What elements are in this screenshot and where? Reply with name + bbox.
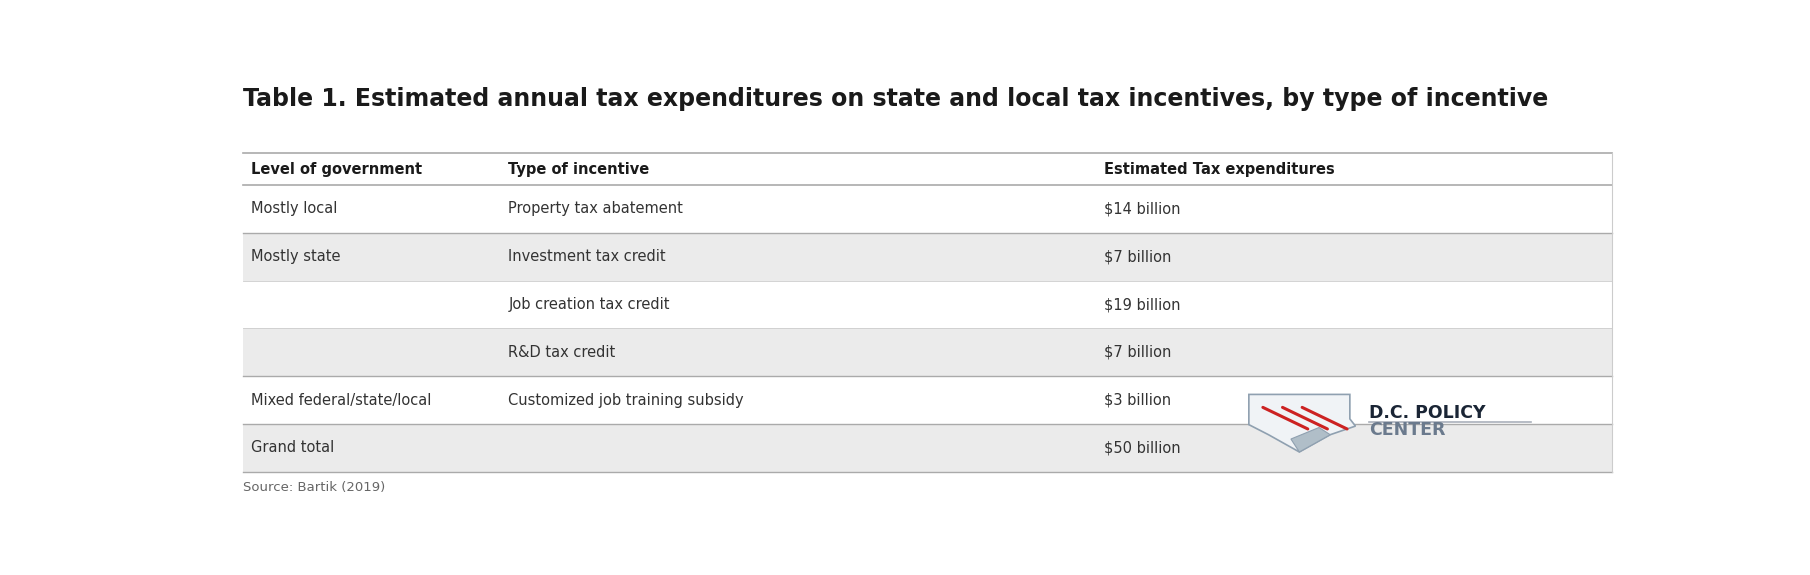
Text: Level of government: Level of government	[252, 162, 422, 177]
Polygon shape	[1291, 428, 1330, 452]
Text: Type of incentive: Type of incentive	[509, 162, 650, 177]
Text: D.C. POLICY: D.C. POLICY	[1370, 404, 1486, 422]
Text: Estimated Tax expenditures: Estimated Tax expenditures	[1104, 162, 1336, 177]
Text: Table 1. Estimated annual tax expenditures on state and local tax incentives, by: Table 1. Estimated annual tax expenditur…	[243, 87, 1548, 111]
Text: $7 billion: $7 billion	[1104, 249, 1171, 264]
Text: Mostly local: Mostly local	[252, 201, 338, 216]
Text: $50 billion: $50 billion	[1104, 440, 1180, 455]
Polygon shape	[1249, 394, 1356, 452]
Text: R&D tax credit: R&D tax credit	[509, 345, 615, 360]
Text: Source: Bartik (2019): Source: Bartik (2019)	[243, 481, 386, 494]
Text: $14 billion: $14 billion	[1104, 201, 1180, 216]
Text: Job creation tax credit: Job creation tax credit	[509, 297, 670, 312]
Text: Mixed federal/state/local: Mixed federal/state/local	[252, 393, 433, 408]
Text: Mostly state: Mostly state	[252, 249, 340, 264]
Text: $19 billion: $19 billion	[1104, 297, 1180, 312]
Text: Property tax abatement: Property tax abatement	[509, 201, 682, 216]
Text: $3 billion: $3 billion	[1104, 393, 1171, 408]
Text: CENTER: CENTER	[1370, 421, 1446, 439]
Text: $7 billion: $7 billion	[1104, 345, 1171, 360]
Text: Grand total: Grand total	[252, 440, 335, 455]
Text: Customized job training subsidy: Customized job training subsidy	[509, 393, 744, 408]
Text: Investment tax credit: Investment tax credit	[509, 249, 666, 264]
